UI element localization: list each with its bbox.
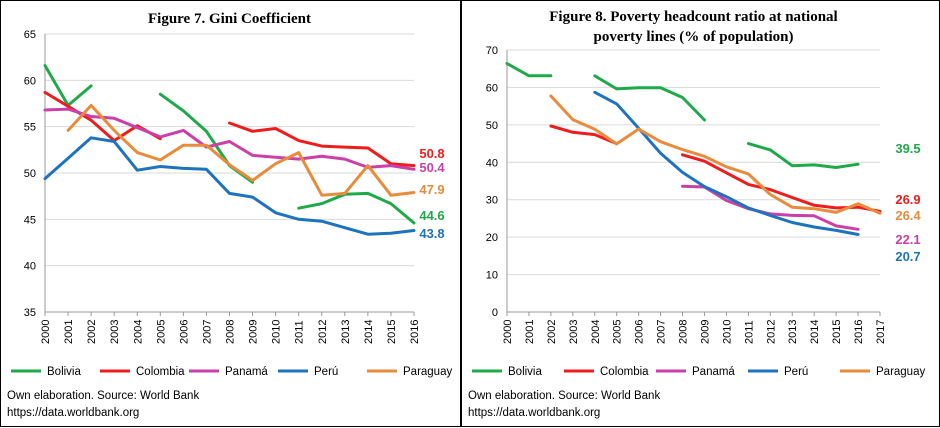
x-tick-label: 2006: [178, 320, 190, 344]
end-label-paraguay: 47.9: [419, 182, 444, 197]
x-tick-label: 2013: [787, 320, 799, 344]
x-tick-label: 2001: [63, 320, 75, 344]
x-tick-label: 2007: [201, 320, 213, 344]
end-label-colombia: 50.8: [419, 146, 444, 161]
chart-title: Figure 8. Poverty headcount ratio at nat…: [549, 9, 837, 25]
series-line-colombia: [681, 153, 882, 213]
y-tick-label: 45: [24, 214, 36, 226]
legend-label-bolivia: Bolivia: [508, 366, 542, 378]
x-tick-label: 2014: [363, 320, 375, 344]
legend-label-peru: Perú: [314, 366, 338, 378]
chart-title: Figure 7. Gini Coefficient: [148, 11, 311, 27]
source-note: Own elaboration. Source: World Bank: [468, 390, 661, 402]
series-line-colombia: [549, 124, 619, 146]
x-tick-label: 2013: [340, 320, 352, 344]
x-tick-label: 2001: [524, 320, 536, 344]
x-tick-label: 2003: [109, 320, 121, 344]
series-line-paraguay: [549, 94, 882, 215]
x-tick-label: 2011: [294, 320, 306, 344]
series-line-paraguay: [66, 103, 416, 197]
source-url: https://data.worldbank.org: [468, 407, 601, 419]
end-label-colombia: 26.9: [895, 192, 920, 207]
legend-label-panama: Panamá: [692, 366, 735, 378]
y-tick-label: 60: [486, 82, 498, 94]
series-line-bolivia: [593, 74, 706, 122]
y-tick-label: 20: [486, 232, 498, 244]
gini-panel: Figure 7. Gini Coefficient 35 40 45 50 55 60 65…: [0, 0, 461, 427]
y-tick-label: 65: [24, 29, 36, 41]
x-tick-label: 2015: [386, 320, 398, 344]
x-tick-label: 2002: [86, 320, 98, 344]
gini-chart: Figure 7. Gini Coefficient 35 40 45 50 55 60 65…: [11, 11, 452, 378]
end-label-peru: 20.7: [895, 249, 920, 264]
end-label-panama: 50.4: [419, 160, 445, 175]
poverty-panel: Figure 8. Poverty headcount ratio at nat…: [461, 0, 940, 427]
x-tick-label: 2002: [546, 320, 558, 344]
x-tick-label: 2016: [853, 320, 865, 344]
x-tick-label: 2010: [721, 320, 733, 344]
x-tick-label: 2005: [612, 320, 624, 344]
x-tick-label: 2006: [634, 320, 646, 344]
y-tick-label: 50: [24, 168, 36, 180]
x-tick-label: 2015: [831, 320, 843, 344]
x-tick-label: 2016: [409, 320, 421, 344]
legend-label-paraguay: Paraguay: [876, 366, 925, 378]
legend-label-bolivia: Bolivia: [47, 366, 81, 378]
series-line-bolivia: [43, 64, 93, 107]
x-tick-label: 2008: [678, 320, 690, 344]
x-tick-label: 2004: [590, 320, 602, 344]
series-line-peru: [43, 136, 416, 236]
legend-label-colombia: Colombia: [600, 366, 649, 378]
x-tick-label: 2000: [40, 320, 52, 344]
x-tick-label: 2012: [765, 320, 777, 344]
x-tick-label: 2007: [656, 320, 668, 344]
series-line-bolivia: [297, 191, 416, 225]
x-tick-label: 2014: [809, 320, 821, 344]
series-line-bolivia: [505, 62, 553, 78]
y-tick-label: 0: [492, 307, 498, 319]
x-tick-label: 2017: [875, 320, 887, 344]
poverty-chart: Figure 8. Poverty headcount ratio at nat…: [472, 9, 925, 378]
series-line-bolivia: [746, 142, 860, 169]
series-line-peru: [593, 90, 860, 236]
x-tick-label: 2005: [155, 320, 167, 344]
x-tick-label: 2003: [568, 320, 580, 344]
end-label-bolivia: 44.6: [419, 208, 444, 223]
series-line-panama: [43, 107, 416, 171]
y-tick-label: 30: [486, 195, 498, 207]
chart-title-line2: poverty lines (% of population): [593, 29, 793, 45]
x-tick-label: 2009: [699, 320, 711, 344]
y-tick-label: 40: [24, 261, 36, 273]
y-tick-label: 35: [24, 307, 36, 319]
y-tick-label: 70: [486, 45, 498, 57]
legend-label-paraguay: Paraguay: [403, 366, 452, 378]
x-tick-label: 2000: [502, 320, 514, 344]
x-tick-label: 2008: [225, 320, 237, 344]
end-label-bolivia: 39.5: [895, 141, 920, 156]
legend-label-colombia: Colombia: [136, 366, 185, 378]
source-note: Own elaboration. Source: World Bank: [7, 390, 200, 402]
x-tick-label: 2010: [271, 320, 283, 344]
legend-label-peru: Perú: [784, 366, 808, 378]
y-tick-label: 10: [486, 270, 498, 282]
source-url: https://data.worldbank.org: [7, 407, 140, 419]
series-line-colombia: [228, 121, 416, 168]
y-tick-label: 60: [24, 75, 36, 87]
y-tick-label: 40: [486, 157, 498, 169]
end-label-peru: 43.8: [419, 226, 444, 241]
x-tick-label: 2012: [317, 320, 329, 344]
end-label-paraguay: 26.4: [895, 208, 921, 223]
y-tick-label: 50: [486, 120, 498, 132]
x-tick-label: 2011: [743, 320, 755, 344]
legend-label-panama: Panamá: [225, 366, 268, 378]
x-tick-label: 2009: [248, 320, 260, 344]
end-label-panama: 22.1: [895, 232, 920, 247]
y-tick-label: 55: [24, 122, 36, 134]
x-tick-label: 2004: [132, 320, 144, 344]
